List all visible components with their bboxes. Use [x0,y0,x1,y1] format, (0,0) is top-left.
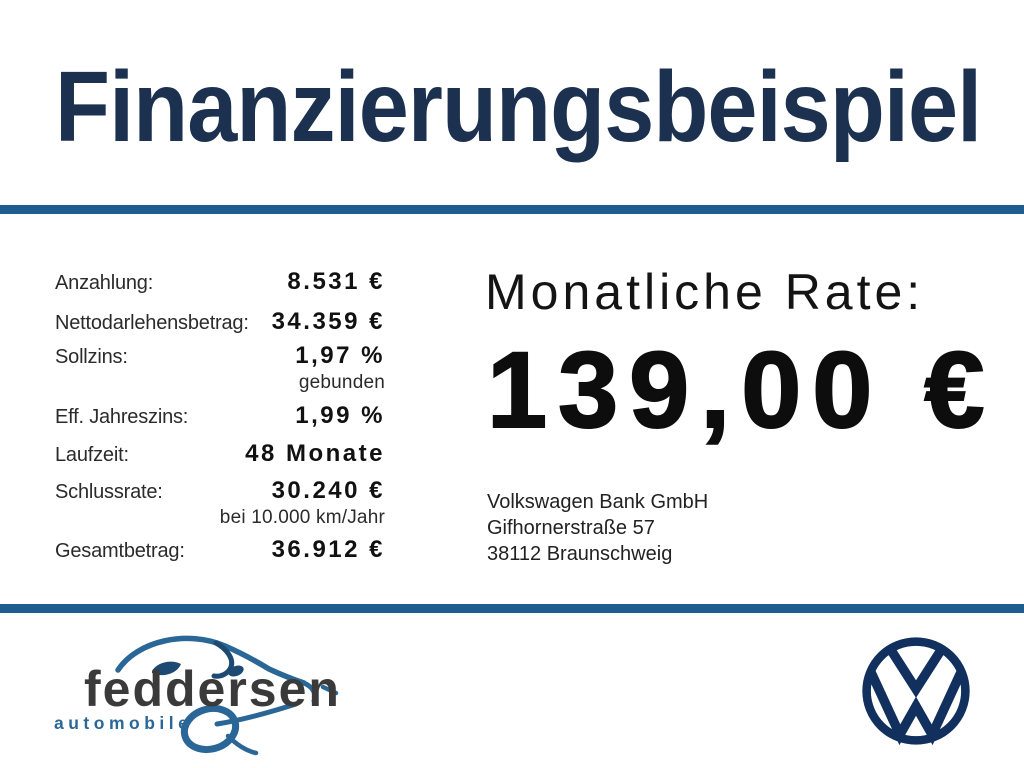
row-value: 8.531 € [287,268,385,295]
dealer-subtitle-text: automobile [54,713,192,733]
finance-row-laufzeit: Laufzeit: 48 Monate [55,440,385,468]
monthly-rate-label: Monatliche Rate: [485,264,925,320]
bank-city: 38112 Braunschweig [487,543,673,565]
dealer-logo: feddersen automobile [54,635,341,756]
page-title: Finanzierungsbeispiel [55,51,982,163]
row-value: 48 Monate [245,440,385,467]
row-label: Schlussrate: [55,481,163,503]
row-subnote: gebunden [298,372,385,393]
dealer-name-text: feddersen [84,661,341,717]
row-label: Anzahlung: [55,272,154,294]
vw-logo-icon [862,637,970,746]
row-label: Eff. Jahreszins: [55,406,189,428]
finance-row-eff-jahreszins: Eff. Jahreszins: 1,99 % [55,402,385,430]
row-label: Gesamtbetrag: [55,540,185,562]
monthly-rate-value: 139,00 € [486,329,996,450]
bank-name: Volkswagen Bank GmbH [487,491,709,513]
row-subnote: bei 10.000 km/Jahr [219,507,385,528]
row-value: 36.912 € [271,536,385,563]
dealer-car-sketch-icon [115,635,339,756]
bank-street: Gifhornerstraße 57 [487,517,655,539]
finance-row-anzahlung: Anzahlung: 8.531 € [55,268,385,296]
row-value: 34.359 € [271,308,385,335]
top-divider [0,205,1024,214]
finance-row-schlussrate: Schlussrate: 30.240 € bei 10.000 km/Jahr [55,477,385,529]
finance-row-sollzins: Sollzins: 1,97 % gebunden [55,342,385,394]
row-label: Sollzins: [55,346,128,368]
bottom-divider [0,604,1024,613]
finance-row-gesamtbetrag: Gesamtbetrag: 36.912 € [55,536,385,564]
row-label: Nettodarlehensbetrag: [55,312,249,334]
row-label: Laufzeit: [55,444,129,466]
finance-row-nettodarlehensbetrag: Nettodarlehensbetrag: 34.359 € [55,308,385,336]
row-value: 30.240 € [271,477,385,504]
row-value: 1,97 % [295,342,385,369]
row-value: 1,99 % [295,402,385,429]
bank-address: Volkswagen Bank GmbH Gifhornerstraße 57 … [487,489,708,567]
